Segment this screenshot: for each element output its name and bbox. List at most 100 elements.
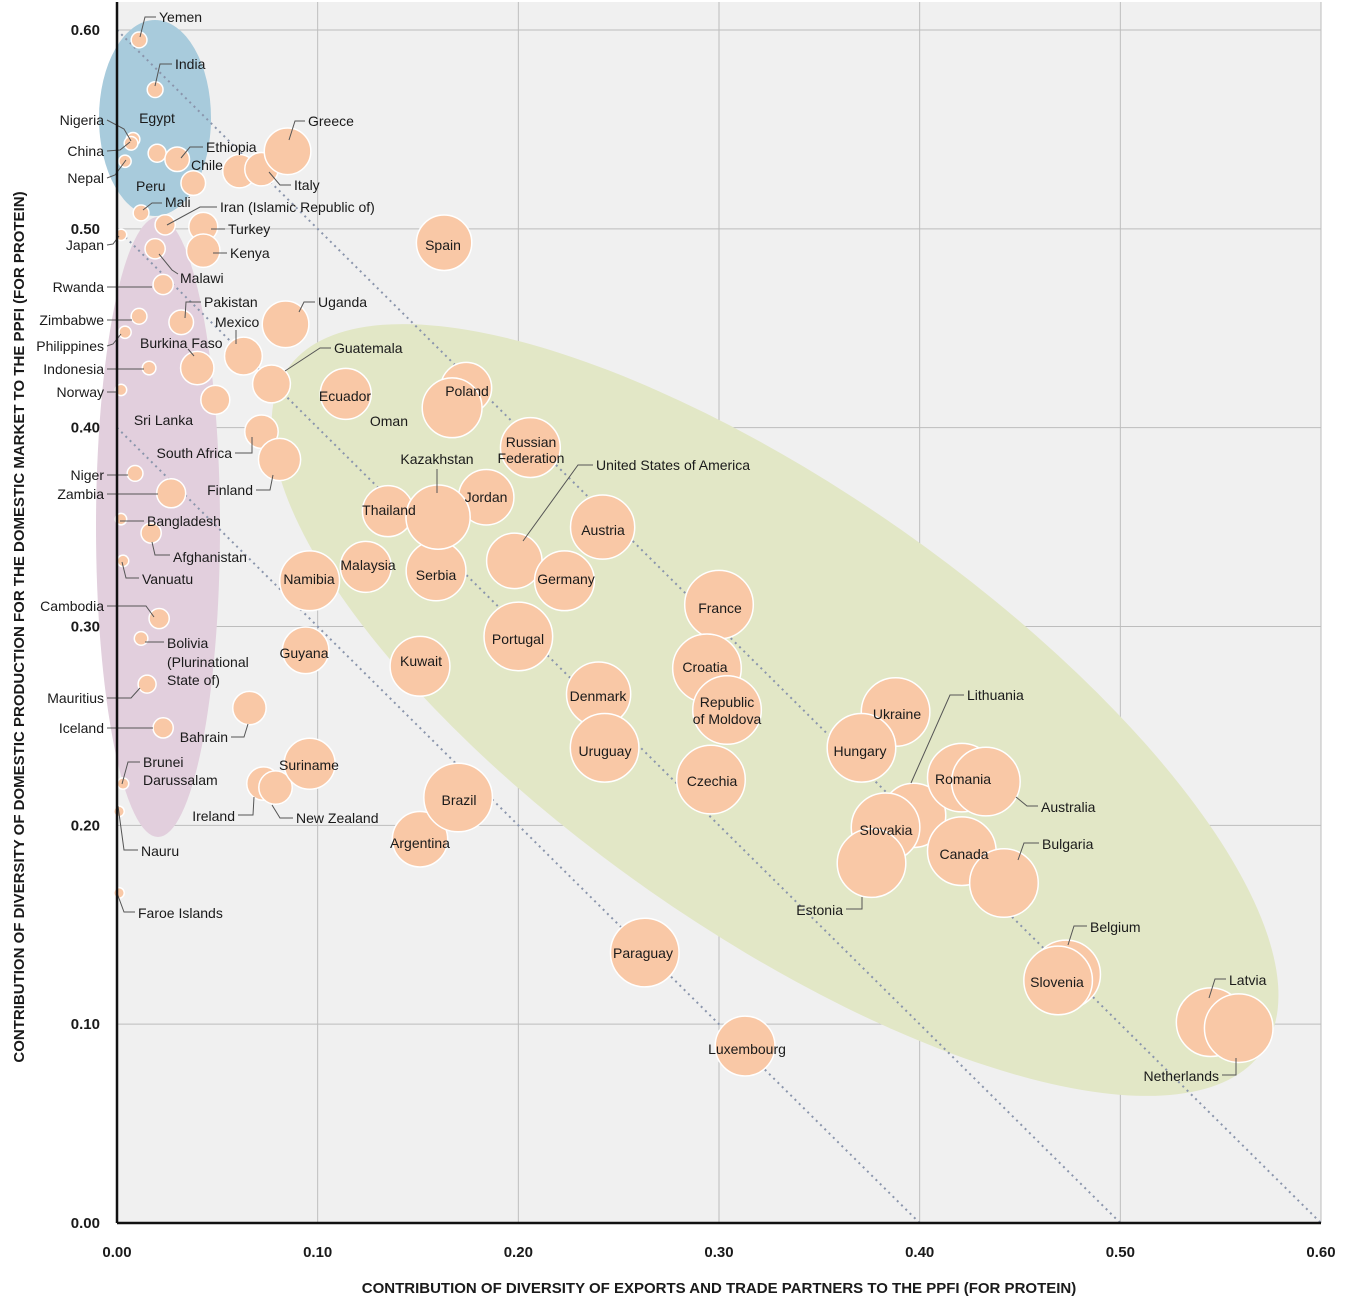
- point-egypt: [147, 143, 167, 164]
- leader-nauru: [117, 805, 138, 851]
- x-tick-label-2: 0.20: [504, 1244, 533, 1261]
- point-new-zealand: [258, 770, 293, 806]
- leader-netherlands: [1222, 1058, 1237, 1076]
- x-tick-label-6: 0.60: [1306, 1244, 1335, 1261]
- point-guyana: [281, 626, 330, 675]
- leader-nepal: [106, 159, 127, 179]
- label-zambia: Zambia: [57, 486, 104, 502]
- label-line-bolivia-plurinational-state-of-2: State of): [167, 672, 220, 688]
- label-slovakia: Slovakia: [860, 822, 913, 838]
- label-india: India: [175, 56, 206, 72]
- label-new-zealand: New Zealand: [296, 810, 379, 826]
- x-axis-title: CONTRIBUTION OF DIVERSITY OF EXPORTS AND…: [362, 1280, 1076, 1297]
- label-chile: Chile: [191, 157, 223, 173]
- label-slovenia: Slovenia: [1030, 974, 1084, 990]
- point-india: [146, 81, 164, 99]
- y-tick-label-6: 0.60: [71, 22, 100, 39]
- label-china: China: [67, 143, 104, 159]
- leader-australia: [1015, 796, 1038, 807]
- leader-bulgaria: [1017, 842, 1039, 861]
- leader-burkina-faso: [187, 348, 195, 357]
- leader-vanuatu: [121, 561, 139, 579]
- label-vanuatu: Vanuatu: [142, 571, 193, 587]
- point-philippines: [118, 325, 132, 340]
- label-egypt: Egypt: [139, 110, 175, 126]
- leader-pakistan: [184, 301, 201, 319]
- label-sri-lanka: Sri Lanka: [134, 412, 193, 428]
- label-faroe-islands: Faroe Islands: [138, 905, 223, 921]
- leader-greece: [288, 120, 305, 141]
- label-france: France: [698, 600, 742, 616]
- point-slovenia: [1023, 945, 1094, 1016]
- leader-uganda: [298, 301, 315, 313]
- label-netherlands: Netherlands: [1144, 1068, 1220, 1084]
- label-austria: Austria: [581, 522, 625, 538]
- label-brazil: Brazil: [441, 792, 476, 808]
- point-brazil: [423, 762, 494, 833]
- label-south-africa: South Africa: [157, 445, 233, 461]
- label-latvia: Latvia: [1229, 972, 1267, 988]
- label-malawi: Malawi: [180, 270, 224, 286]
- label-uruguay: Uruguay: [579, 743, 632, 759]
- point-pakistan: [168, 309, 195, 336]
- point-namibia: [278, 550, 341, 612]
- label-spain: Spain: [425, 237, 461, 253]
- point-iran-islamic-republic-of: [154, 214, 177, 236]
- point-cambodia: [148, 607, 170, 630]
- leader-yemen: [139, 16, 156, 38]
- point-luxembourg: [714, 1015, 776, 1077]
- point-mexico: [223, 336, 264, 376]
- point-republic-of-moldova: [691, 674, 763, 746]
- x-tick-label-1: 0.10: [303, 1244, 332, 1261]
- point-yemen: [130, 31, 148, 49]
- label-nepal: Nepal: [67, 170, 104, 186]
- label-kenya: Kenya: [230, 245, 270, 261]
- label-ireland: Ireland: [192, 808, 235, 824]
- leader-bahrain: [231, 723, 249, 738]
- point-paraguay: [609, 917, 680, 988]
- point-bulgaria: [968, 847, 1039, 919]
- label-kuwait: Kuwait: [400, 653, 442, 669]
- label-bulgaria: Bulgaria: [1042, 836, 1094, 852]
- label-philippines: Philippines: [36, 338, 104, 354]
- label-estonia: Estonia: [796, 902, 843, 918]
- point-zimbabwe: [130, 307, 148, 325]
- label-guyana: Guyana: [279, 645, 328, 661]
- label-burkina-faso: Burkina Faso: [140, 335, 223, 351]
- x-tick-label-3: 0.30: [704, 1244, 733, 1261]
- label-line-russian-federation-0: Russian: [506, 434, 557, 450]
- point-portugal: [483, 601, 554, 672]
- label-norway: Norway: [57, 384, 104, 400]
- label-brunei-darussalam: Brunei Darussalam: [143, 754, 218, 788]
- label-ecuador: Ecuador: [319, 388, 371, 404]
- label-germany: Germany: [537, 571, 595, 587]
- label-malaysia: Malaysia: [340, 557, 395, 573]
- label-paraguay: Paraguay: [613, 945, 673, 961]
- x-tick-label-4: 0.40: [905, 1244, 934, 1261]
- label-belgium: Belgium: [1090, 919, 1141, 935]
- point-china: [123, 135, 139, 151]
- leader-cambodia: [107, 605, 155, 618]
- point-iceland: [152, 717, 175, 739]
- label-mali: Mali: [165, 194, 191, 210]
- label-jordan: Jordan: [465, 489, 508, 505]
- label-thailand: Thailand: [362, 502, 416, 518]
- label-niger: Niger: [71, 467, 105, 483]
- point-hungary: [826, 712, 897, 783]
- point-estonia: [836, 828, 907, 899]
- leader-mauritius: [107, 687, 141, 699]
- label-italy: Italy: [294, 177, 320, 193]
- label-suriname: Suriname: [279, 757, 339, 773]
- label-czechia: Czechia: [687, 773, 738, 789]
- label-poland: Poland: [445, 383, 489, 399]
- tick-labels: 0.00 0.10 0.20 0.30 0.40 0.50 0.60 0.00 0.10 0.20…: [71, 22, 1336, 1261]
- leader-ethiopia: [180, 146, 203, 159]
- label-portugal: Portugal: [492, 631, 544, 647]
- point-oman: [421, 377, 483, 439]
- label-croatia: Croatia: [682, 659, 727, 675]
- leader-nigeria: [106, 119, 132, 142]
- leader-philippines: [106, 333, 122, 347]
- label-russian-federation: Russian Federation: [498, 434, 565, 466]
- point-kenya: [185, 233, 221, 269]
